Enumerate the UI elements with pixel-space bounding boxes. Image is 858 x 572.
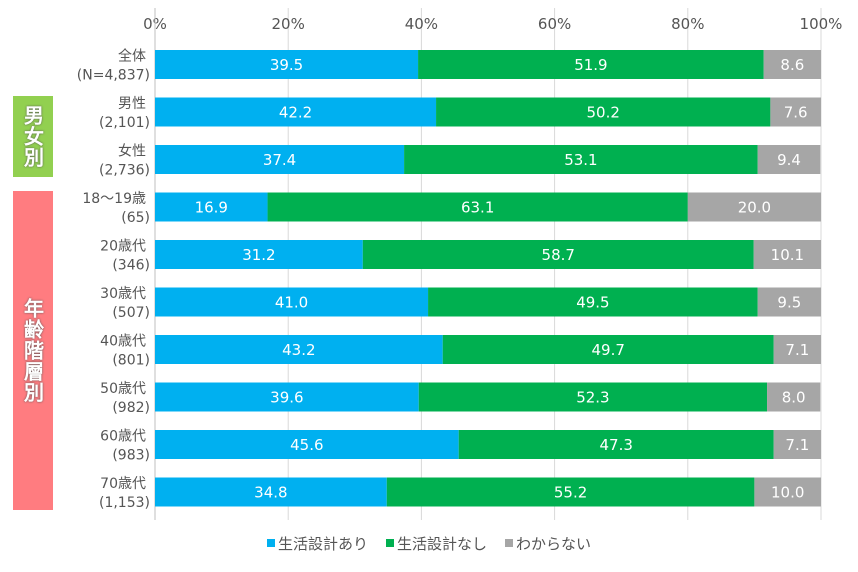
data-label: 7.1 <box>785 341 809 359</box>
category-label: 50歳代 <box>100 381 146 397</box>
category-label: 20歳代 <box>100 239 146 255</box>
data-label: 9.4 <box>777 151 801 169</box>
category-sublabel: (2,736) <box>99 163 150 179</box>
bar-segment <box>757 287 821 317</box>
data-label: 39.5 <box>270 56 303 74</box>
category-label: 18～19歳 <box>82 191 146 207</box>
legend-swatch <box>385 538 394 547</box>
category-label: 40歳代 <box>100 334 146 350</box>
bar-segment <box>155 335 443 364</box>
category-label: 70歳代 <box>100 476 146 492</box>
data-label: 9.5 <box>777 294 801 312</box>
data-label: 47.3 <box>600 436 633 454</box>
data-label: 42.2 <box>279 104 312 122</box>
data-label: 8.0 <box>782 389 806 407</box>
bar-segment <box>757 145 821 174</box>
data-label: 34.8 <box>254 484 287 502</box>
data-label: 49.7 <box>592 341 625 359</box>
data-label: 53.1 <box>564 151 597 169</box>
category-label: 男性 <box>118 96 146 112</box>
data-label: 31.2 <box>242 246 275 264</box>
data-label: 10.1 <box>771 246 804 264</box>
data-label: 51.9 <box>574 56 607 74</box>
legend-swatch <box>505 538 513 547</box>
category-sublabel: (507) <box>112 305 150 321</box>
legend-item: わからない <box>505 535 591 553</box>
bar-segment <box>770 97 821 127</box>
bar-segment <box>155 145 405 174</box>
category-sublabel: (1,153) <box>99 495 150 511</box>
bar-segment <box>155 50 419 79</box>
legend-label: 生活設計あり <box>277 535 368 553</box>
bar-segment <box>362 240 754 269</box>
bar-segment <box>155 240 363 269</box>
bar-segment <box>773 335 821 364</box>
data-label: 20.0 <box>738 199 771 217</box>
group-label: 男女別 <box>13 95 53 177</box>
bar-segment <box>155 192 268 222</box>
x-tick-label: 80% <box>671 15 704 33</box>
bar-segment <box>767 382 821 412</box>
x-tick-label: 40% <box>405 15 438 33</box>
data-label: 43.2 <box>282 341 315 359</box>
category-sublabel: (2,101) <box>99 115 150 131</box>
group-label: 年齢階層別 <box>13 190 53 510</box>
category-sublabel: (801) <box>112 353 150 369</box>
data-label: 63.1 <box>461 199 494 217</box>
legend: 生活設計あり 生活設計なし わからない <box>0 533 858 554</box>
bar-segment <box>428 287 758 317</box>
bar-segment <box>155 477 387 507</box>
legend-item: 生活設計あり <box>266 535 368 553</box>
data-label: 55.2 <box>554 484 587 502</box>
bar-segment <box>155 382 419 412</box>
bar-segment <box>155 97 437 127</box>
bar-segment <box>418 382 768 412</box>
bar-segment <box>773 430 821 459</box>
x-tick-label: 60% <box>538 15 571 33</box>
category-label: 全体 <box>118 48 146 65</box>
category-sublabel: (982) <box>112 400 150 416</box>
bar-segment <box>763 50 821 79</box>
category-label: 60歳代 <box>100 429 146 445</box>
data-label: 37.4 <box>263 151 296 169</box>
data-label: 16.9 <box>195 199 228 217</box>
bar-segment <box>458 430 774 459</box>
data-label: 45.6 <box>290 436 323 454</box>
data-label: 41.0 <box>275 294 308 312</box>
bar-segment <box>267 192 688 222</box>
data-label: 50.2 <box>587 104 620 122</box>
x-tick-label: 20% <box>272 15 305 33</box>
bar-segment <box>753 240 821 269</box>
category-label: 30歳代 <box>100 286 146 302</box>
x-tick-label: 100% <box>800 15 843 33</box>
bar-segment <box>418 50 764 79</box>
bar-segment <box>754 477 821 507</box>
data-label: 39.6 <box>270 389 303 407</box>
data-label: 8.6 <box>780 56 804 74</box>
bar-segment <box>155 430 459 459</box>
bar-segment <box>687 192 821 222</box>
bar-segment <box>442 335 774 364</box>
legend-label: わからない <box>516 535 592 553</box>
category-label: 女性 <box>118 143 146 160</box>
data-label: 10.0 <box>771 484 804 502</box>
category-sublabel: (N=4,837) <box>77 68 150 84</box>
category-sublabel: (346) <box>112 258 150 274</box>
bar-segment <box>404 145 758 174</box>
data-label: 52.3 <box>576 389 609 407</box>
category-sublabel: (65) <box>121 210 150 226</box>
bar-segment <box>436 97 771 127</box>
legend-item: 生活設計なし <box>385 535 487 553</box>
legend-swatch <box>266 538 275 547</box>
bar-segment <box>155 287 429 317</box>
data-label: 7.6 <box>784 104 808 122</box>
legend-label: 生活設計なし <box>396 535 487 553</box>
data-label: 58.7 <box>542 246 575 264</box>
data-label: 7.1 <box>785 436 809 454</box>
bar-segment <box>386 477 755 507</box>
data-label: 49.5 <box>576 294 609 312</box>
category-sublabel: (983) <box>112 448 150 464</box>
